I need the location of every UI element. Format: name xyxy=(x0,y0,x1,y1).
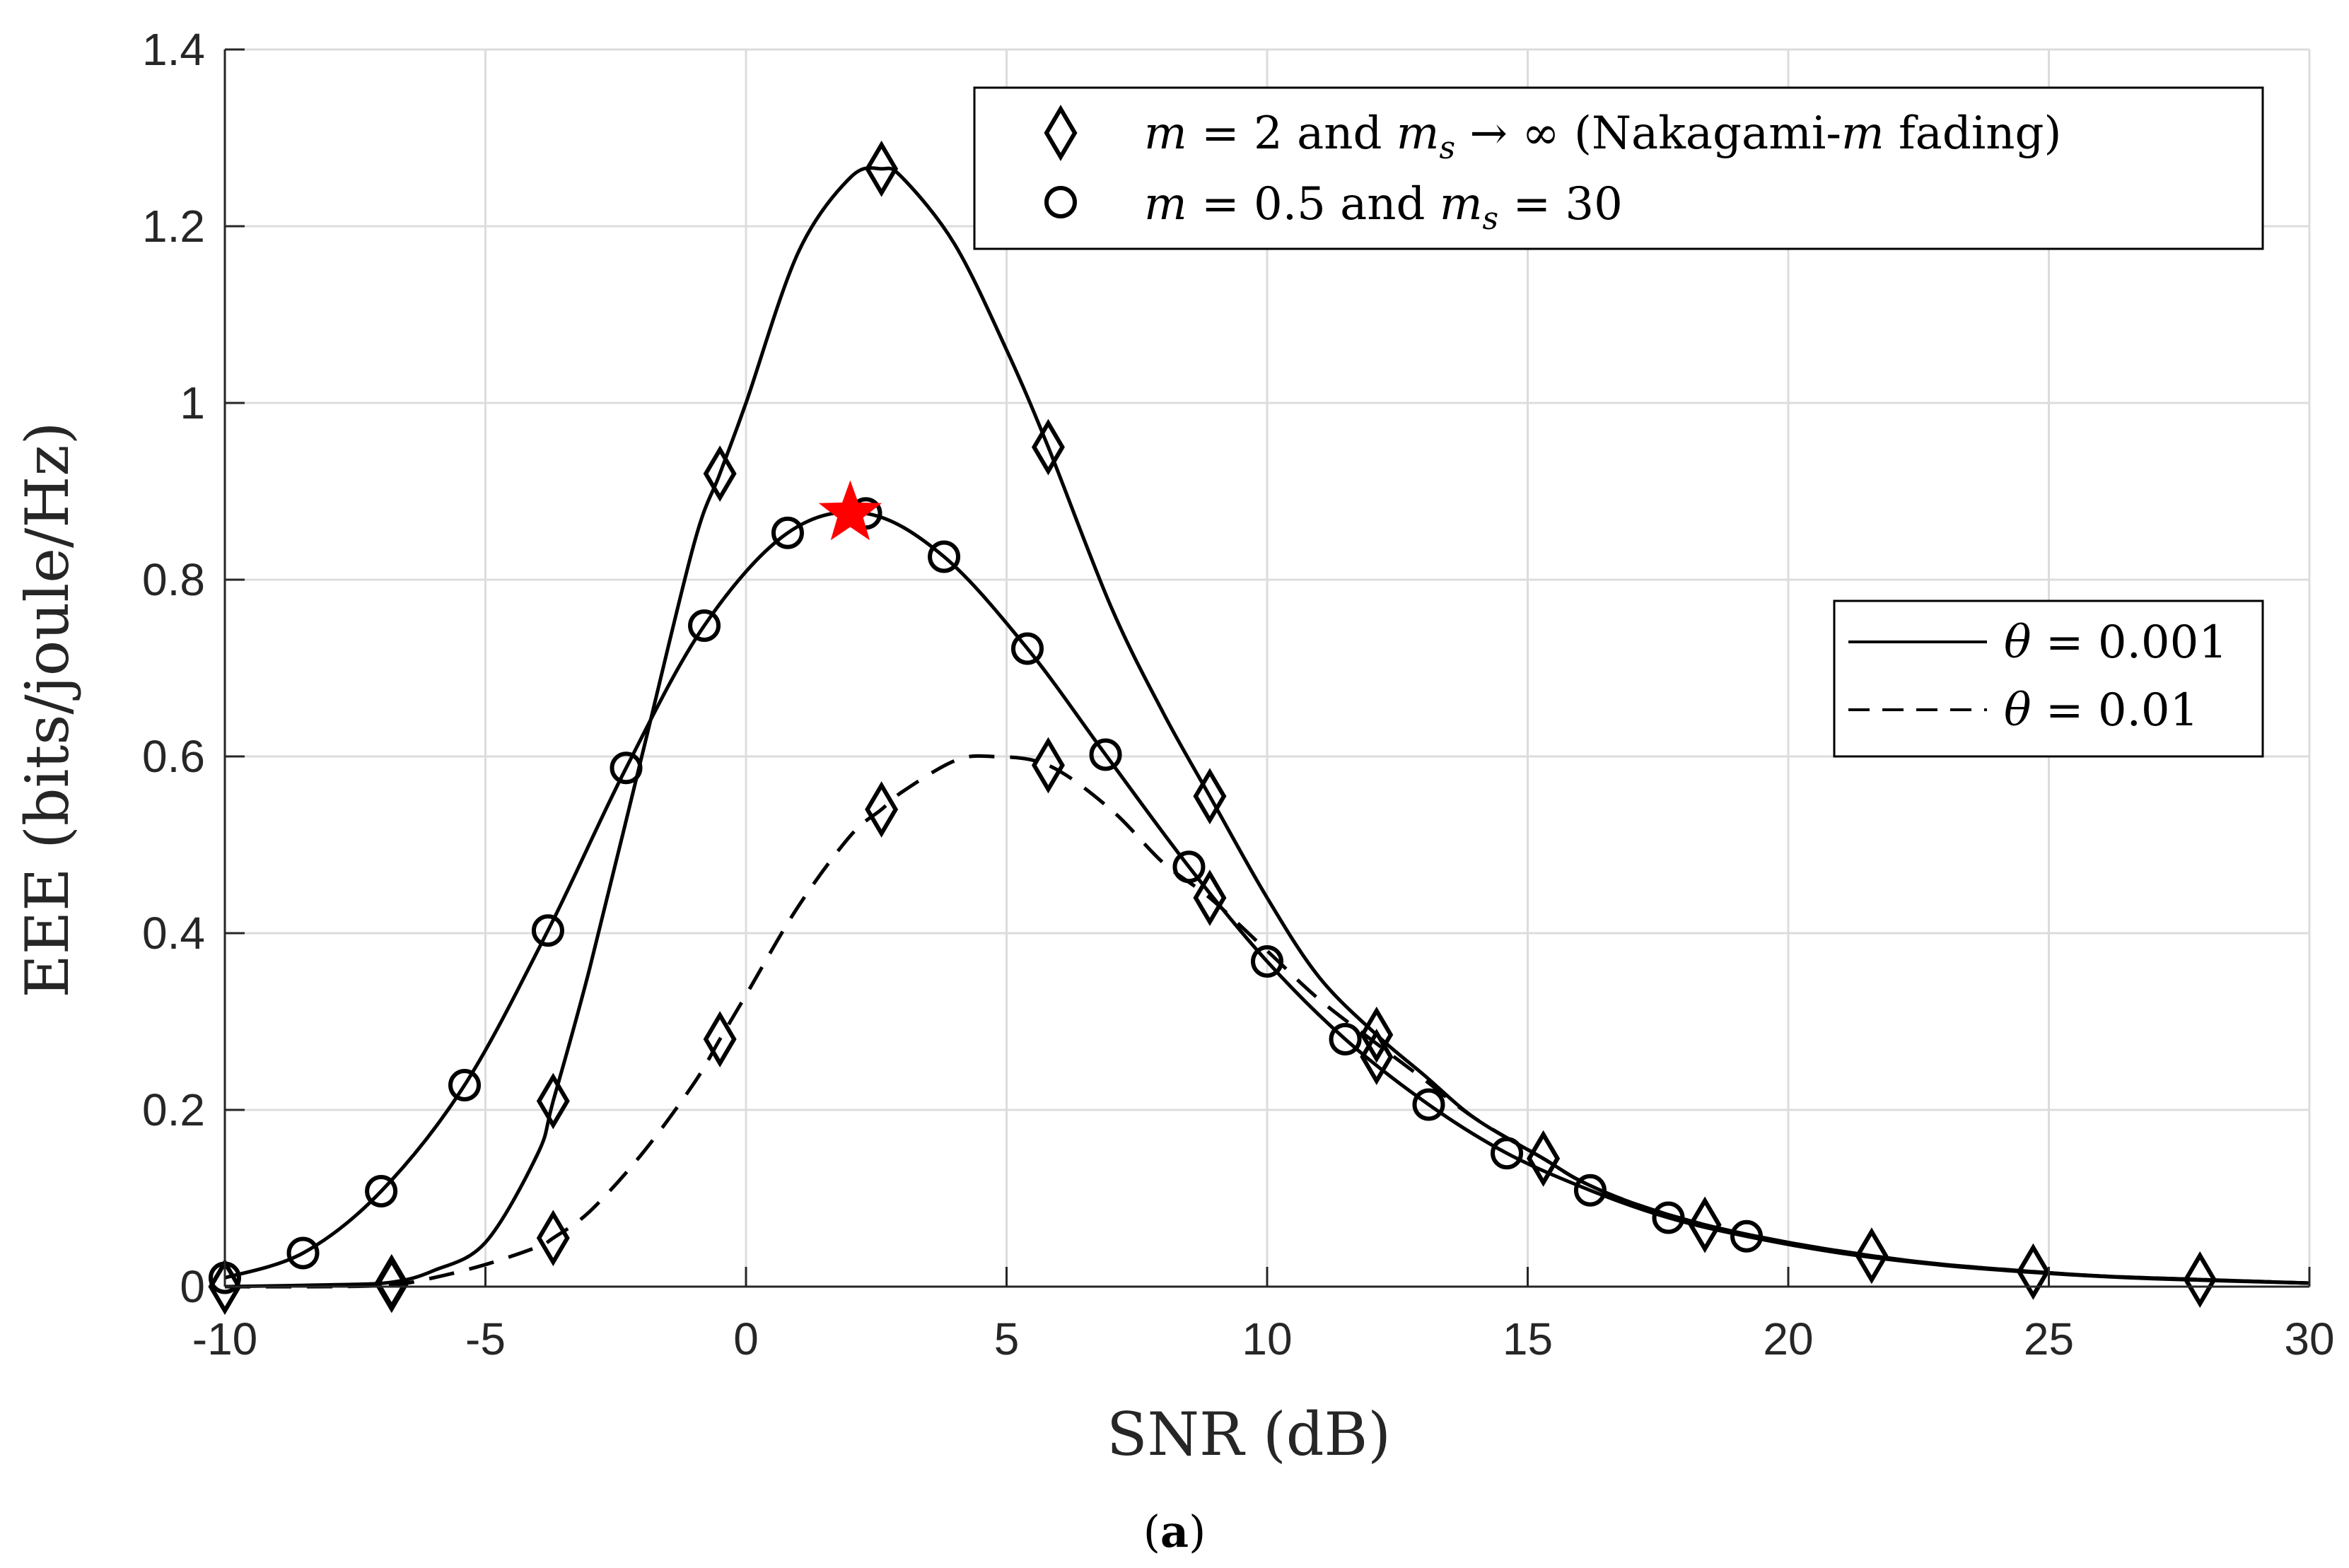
legend-entry-shadowed: m = 0.5 and ms = 30 xyxy=(1144,178,1623,237)
legend-entry-nakagami-ms: m xyxy=(1397,107,1440,160)
series-1-marker-7 xyxy=(771,516,804,549)
x-tick-label-5: 15 xyxy=(1503,1314,1553,1364)
y-tick-label-4: 0.8 xyxy=(142,554,205,605)
legend-entry-nakagami-rest: → ∞ (Nakagami- xyxy=(1455,107,1841,160)
series-1-marker-9 xyxy=(928,540,961,573)
legend-marker-symbols xyxy=(1044,105,1078,218)
series-0-marker-3 xyxy=(703,445,737,502)
y-tick-label-1: 0.2 xyxy=(142,1084,205,1135)
y-tick-label-3: 0.6 xyxy=(142,731,205,782)
series-1-marker-18 xyxy=(1652,1201,1685,1234)
series-1-marker-6 xyxy=(688,609,721,642)
y-tick-label-2: 0.4 xyxy=(142,908,205,959)
legend-entry-nakagami: m = 2 and ms → ∞ (Nakagami-m fading) xyxy=(1144,107,2061,166)
legend-entry-nakagami-m2: m xyxy=(1841,107,1884,160)
tick-labels: -10 -5 0 5 10 15 20 25 30 0 0.2 0.4 0.6 0.8 1 1.2 1.4 xyxy=(142,24,2335,1364)
legend-lines-box xyxy=(1833,599,2264,758)
series-0-marker-7 xyxy=(1360,1006,1394,1063)
x-tick-label-0: -10 xyxy=(192,1314,258,1364)
x-tick-label-7: 25 xyxy=(2024,1314,2074,1364)
x-tick-label-3: 5 xyxy=(994,1314,1020,1364)
series-0-marker-5 xyxy=(1031,419,1065,476)
series-2-marker-5 xyxy=(1031,737,1065,794)
series-2-marker-12 xyxy=(2183,1251,2217,1308)
highlight-star xyxy=(818,480,882,541)
series-1-marker-3 xyxy=(448,1069,482,1101)
x-tick-label-2: 0 xyxy=(733,1314,759,1364)
series-line-1 xyxy=(224,510,2310,1285)
legend-entry-shadowed-ms: m xyxy=(1440,178,1483,230)
series-0-marker-2 xyxy=(536,1072,570,1130)
y-tick-label-6: 1.2 xyxy=(142,201,205,252)
legend-theta-symbol-2: θ xyxy=(2004,684,2032,737)
caption-letter: a xyxy=(1160,1506,1189,1557)
legend-theta-symbol-1: θ xyxy=(2004,616,2032,669)
series-1-marker-15 xyxy=(1412,1088,1445,1121)
series-1-marker-2 xyxy=(365,1175,398,1207)
series-2-marker-1 xyxy=(375,1256,409,1314)
series-1-marker-4 xyxy=(531,914,564,947)
legend-theta-value-1: = 0.001 xyxy=(2032,616,2228,669)
legend-entry-nakagami-sub: s xyxy=(1439,130,1455,166)
legend-entry-shadowed-sub: s xyxy=(1483,201,1499,237)
series-1-marker-1 xyxy=(286,1236,320,1270)
legend-theta-value-2: = 0.01 xyxy=(2032,684,2199,737)
legend-entry-theta-01: θ = 0.01 xyxy=(2004,684,2198,737)
series-1-marker-10 xyxy=(1010,632,1044,665)
x-tick-label-6: 20 xyxy=(1763,1314,1813,1364)
y-tick-label-0: 0 xyxy=(180,1261,205,1312)
series-2-marker-6 xyxy=(1193,870,1227,926)
series-2-marker-3 xyxy=(703,1011,737,1067)
axes xyxy=(223,48,2311,1288)
x-tick-label-4: 10 xyxy=(1242,1314,1292,1364)
x-tick-label-8: 30 xyxy=(2284,1314,2334,1364)
legend-markers-box xyxy=(973,86,2264,250)
legend-entry-nakagami-end: fading) xyxy=(1884,107,2062,160)
series-1-marker-13 xyxy=(1251,945,1283,978)
series-1-marker-11 xyxy=(1089,738,1122,771)
legend-circle-symbol xyxy=(1044,186,1077,218)
series-2-marker-4 xyxy=(865,781,899,838)
curves xyxy=(224,166,2310,1289)
legend-markers: m = 2 and ms → ∞ (Nakagami-m fading) m =… xyxy=(973,86,2264,250)
series-1-marker-14 xyxy=(1329,1023,1362,1055)
legend-entry-shadowed-m: m xyxy=(1144,178,1187,230)
caption-close: ) xyxy=(1189,1506,1206,1557)
series-0-marker-4 xyxy=(865,140,899,197)
series-line-2 xyxy=(224,754,2310,1289)
y-tick-label-7: 1.4 xyxy=(142,24,205,75)
optimal-point-star xyxy=(818,480,882,541)
caption-open: ( xyxy=(1143,1506,1160,1557)
series-2-marker-8 xyxy=(1527,1130,1561,1187)
legend-entry-shadowed-eq: = 0.5 and xyxy=(1187,178,1440,230)
series-2-marker-7 xyxy=(1360,1029,1394,1085)
markers xyxy=(208,140,2217,1315)
series-2-marker-10 xyxy=(1855,1227,1889,1285)
legend-entry-nakagami-eq: = 2 and xyxy=(1187,107,1397,160)
series-2-marker-2 xyxy=(536,1210,570,1267)
series-2-marker-0 xyxy=(208,1258,242,1315)
legend-entry-shadowed-end: = 30 xyxy=(1498,178,1623,230)
legend-lines: θ = 0.001 θ = 0.01 xyxy=(1833,599,2264,758)
series-2-marker-11 xyxy=(2016,1243,2050,1300)
series-1-marker-16 xyxy=(1491,1137,1524,1170)
x-tick-label-1: -5 xyxy=(465,1314,506,1364)
legend-diamond-symbol xyxy=(1044,105,1078,161)
series-1-marker-5 xyxy=(610,751,643,785)
y-tick-label-5: 1 xyxy=(180,378,205,428)
y-axis-title: EEE (bits/joule/Hz) xyxy=(13,421,82,997)
series-1-marker-19 xyxy=(1730,1219,1764,1253)
legend-entry-nakagami-m: m xyxy=(1144,107,1187,160)
series-1-marker-12 xyxy=(1172,850,1206,884)
legend-entry-theta-001: θ = 0.001 xyxy=(2004,616,2227,669)
figure-caption: (a) xyxy=(1143,1506,1206,1557)
series-2-marker-9 xyxy=(1688,1196,1722,1253)
x-axis-title: SNR (dB) xyxy=(1107,1400,1391,1469)
series-0-marker-6 xyxy=(1193,768,1227,825)
series-1-marker-17 xyxy=(1573,1174,1607,1207)
